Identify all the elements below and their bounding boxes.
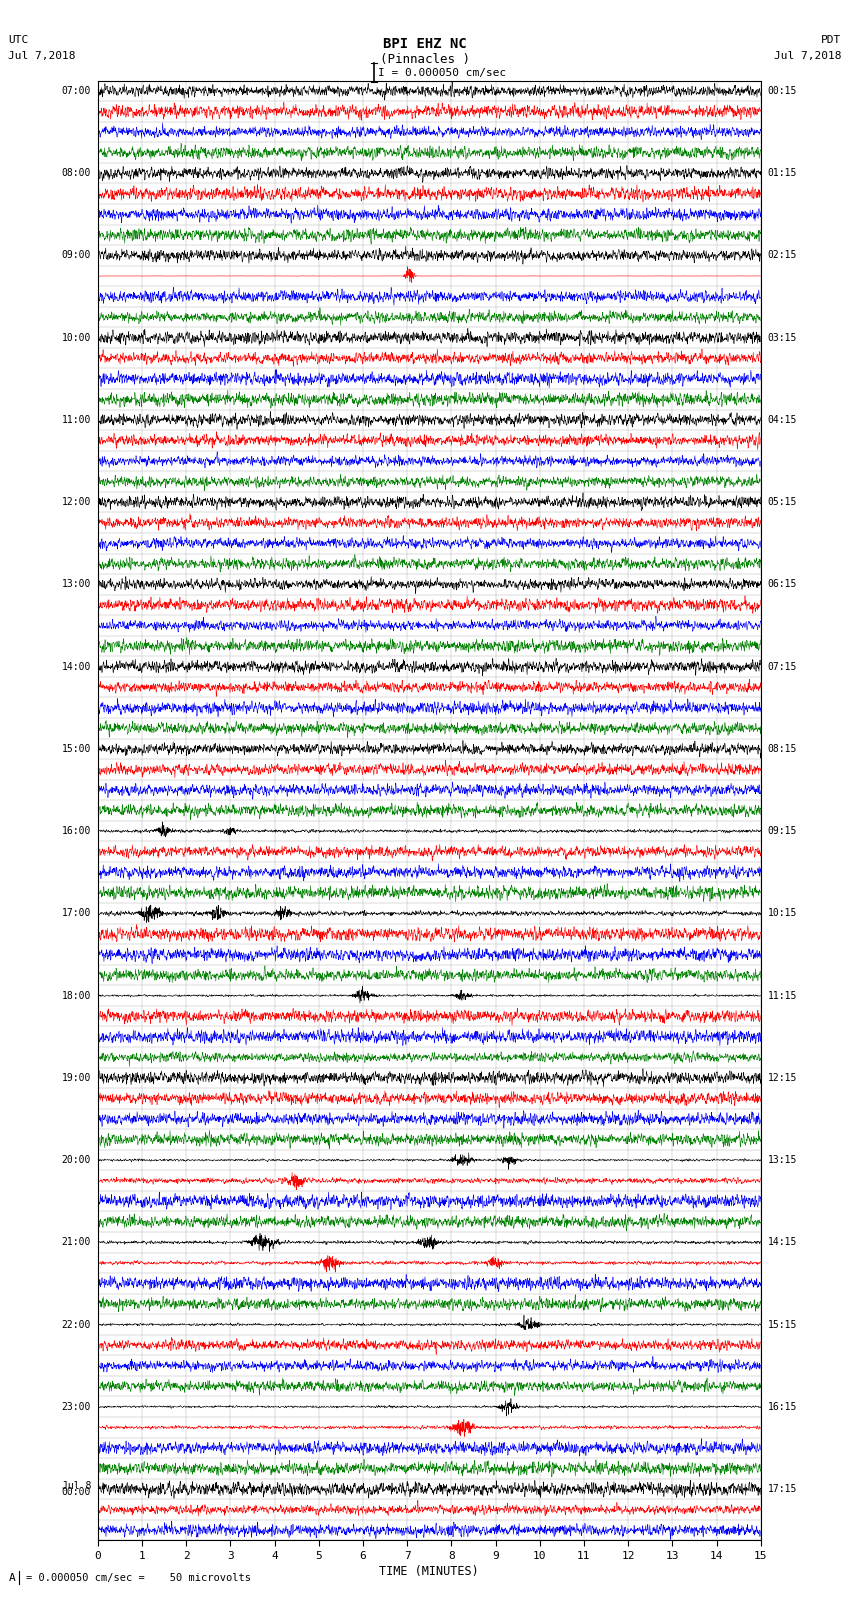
Text: 05:15: 05:15 (768, 497, 796, 506)
Text: 10:15: 10:15 (768, 908, 796, 918)
Text: 07:15: 07:15 (768, 661, 796, 671)
Text: I = 0.000050 cm/sec: I = 0.000050 cm/sec (378, 68, 507, 77)
Text: 00:15: 00:15 (768, 85, 796, 95)
Text: 14:00: 14:00 (62, 661, 91, 671)
Text: 00:00: 00:00 (62, 1487, 91, 1497)
Text: 15:15: 15:15 (768, 1319, 796, 1329)
Text: 21:00: 21:00 (62, 1237, 91, 1247)
Text: BPI EHZ NC: BPI EHZ NC (383, 37, 467, 50)
Text: 11:15: 11:15 (768, 990, 796, 1000)
Text: 10:00: 10:00 (62, 332, 91, 342)
Text: 15:00: 15:00 (62, 744, 91, 753)
Text: 11:00: 11:00 (62, 415, 91, 424)
Text: 18:00: 18:00 (62, 990, 91, 1000)
Text: 17:00: 17:00 (62, 908, 91, 918)
Text: A: A (8, 1573, 15, 1582)
Text: 19:00: 19:00 (62, 1073, 91, 1082)
Text: UTC: UTC (8, 35, 29, 45)
Text: 09:15: 09:15 (768, 826, 796, 836)
Text: 20:00: 20:00 (62, 1155, 91, 1165)
Text: 02:15: 02:15 (768, 250, 796, 260)
Text: 09:00: 09:00 (62, 250, 91, 260)
Text: 08:00: 08:00 (62, 168, 91, 177)
Text: 07:00: 07:00 (62, 85, 91, 95)
Text: 16:15: 16:15 (768, 1402, 796, 1411)
Text: = 0.000050 cm/sec =    50 microvolts: = 0.000050 cm/sec = 50 microvolts (26, 1573, 251, 1582)
Text: 16:00: 16:00 (62, 826, 91, 836)
Text: 01:15: 01:15 (768, 168, 796, 177)
Text: 03:15: 03:15 (768, 332, 796, 342)
Text: 06:15: 06:15 (768, 579, 796, 589)
Text: 22:00: 22:00 (62, 1319, 91, 1329)
Text: Jul 7,2018: Jul 7,2018 (8, 52, 76, 61)
Text: 12:00: 12:00 (62, 497, 91, 506)
Text: PDT: PDT (821, 35, 842, 45)
Text: 14:15: 14:15 (768, 1237, 796, 1247)
Text: 04:15: 04:15 (768, 415, 796, 424)
Text: 23:00: 23:00 (62, 1402, 91, 1411)
Text: 17:15: 17:15 (768, 1484, 796, 1494)
Text: 13:15: 13:15 (768, 1155, 796, 1165)
Text: 12:15: 12:15 (768, 1073, 796, 1082)
Text: Jul 8: Jul 8 (62, 1481, 91, 1490)
X-axis label: TIME (MINUTES): TIME (MINUTES) (379, 1565, 479, 1578)
Text: (Pinnacles ): (Pinnacles ) (380, 53, 470, 66)
Text: 08:15: 08:15 (768, 744, 796, 753)
Text: Jul 7,2018: Jul 7,2018 (774, 52, 842, 61)
Text: 13:00: 13:00 (62, 579, 91, 589)
